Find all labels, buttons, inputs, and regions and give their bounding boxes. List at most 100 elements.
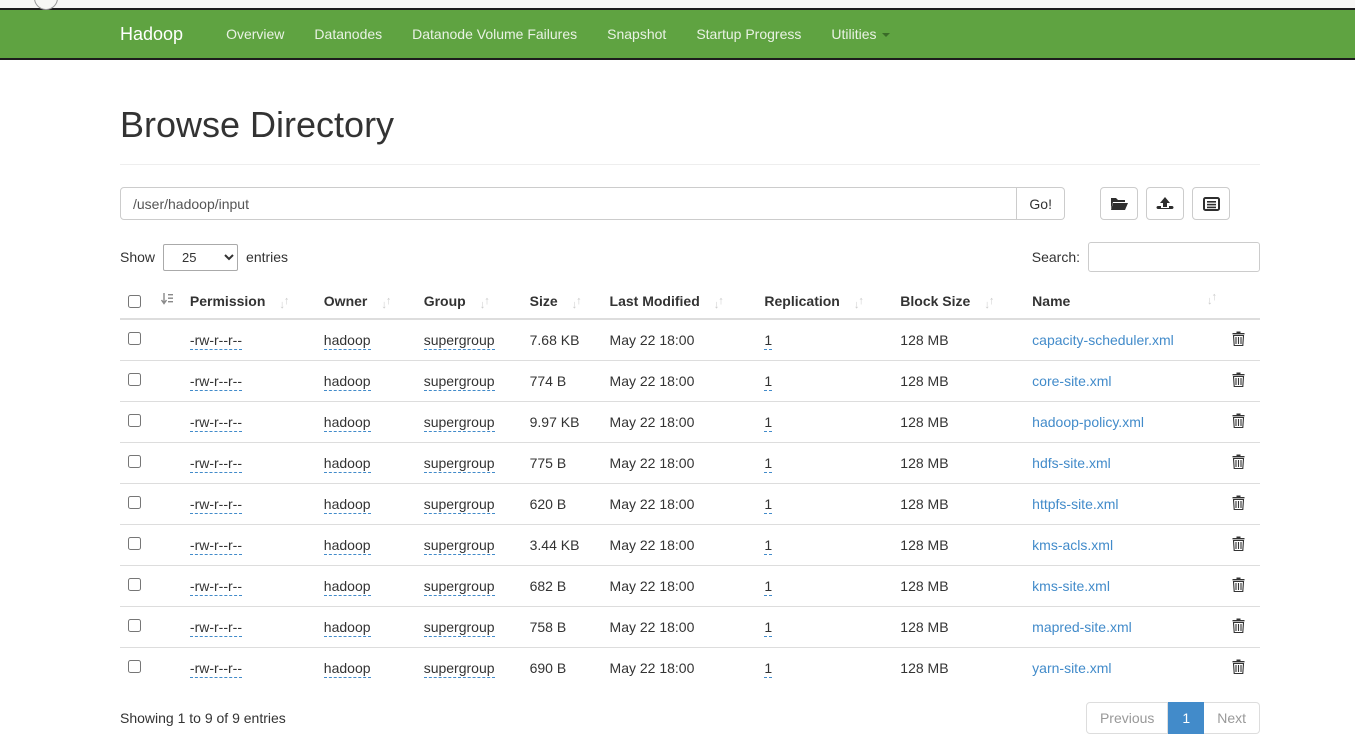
group-value[interactable]: supergroup	[423, 373, 495, 391]
row-checkbox[interactable]	[128, 537, 141, 550]
column-header-block-size[interactable]: Block Size ↓↑	[892, 284, 1025, 320]
page-size-select[interactable]: 25	[163, 243, 239, 271]
trash-icon[interactable]	[1232, 372, 1245, 390]
owner-value[interactable]: hadoop	[323, 332, 371, 350]
file-link[interactable]: mapred-site.xml	[1032, 619, 1132, 635]
replication-value[interactable]: 1	[764, 619, 773, 637]
replication-value[interactable]: 1	[764, 332, 773, 350]
create-directory-button[interactable]	[1100, 187, 1138, 220]
blocksize-cell: 128 MB	[892, 565, 1025, 607]
group-value[interactable]: supergroup	[423, 414, 495, 432]
permission-value[interactable]: -rw-r--r--	[189, 455, 242, 473]
column-header-size[interactable]: Size ↓↑	[521, 284, 602, 320]
group-value[interactable]: supergroup	[423, 660, 495, 678]
trash-icon[interactable]	[1232, 454, 1245, 472]
row-checkbox[interactable]	[128, 373, 141, 386]
last-modified-value: May 22 18:00	[609, 537, 695, 553]
pagination-previous-button[interactable]: Previous	[1085, 702, 1169, 734]
column-header-owner[interactable]: Owner ↓↑	[315, 284, 416, 320]
group-value[interactable]: supergroup	[423, 578, 495, 596]
permission-value[interactable]: -rw-r--r--	[189, 537, 242, 555]
group-value[interactable]: supergroup	[423, 496, 495, 514]
file-link[interactable]: core-site.xml	[1032, 373, 1112, 389]
select-all-header[interactable]	[120, 284, 182, 320]
search-input[interactable]	[1088, 242, 1260, 272]
replication-value[interactable]: 1	[764, 496, 773, 514]
permission-value[interactable]: -rw-r--r--	[189, 373, 242, 391]
trash-icon[interactable]	[1232, 413, 1245, 431]
permission-value[interactable]: -rw-r--r--	[189, 578, 242, 596]
column-header-permission[interactable]: Permission ↓↑	[181, 284, 316, 320]
navbar-brand[interactable]: Hadoop	[120, 23, 184, 44]
column-header-group[interactable]: Group ↓↑	[415, 284, 522, 320]
group-value[interactable]: supergroup	[423, 537, 495, 555]
replication-value[interactable]: 1	[764, 537, 773, 555]
permission-value[interactable]: -rw-r--r--	[189, 619, 242, 637]
file-link[interactable]: hdfs-site.xml	[1032, 455, 1111, 471]
group-value[interactable]: supergroup	[423, 455, 495, 473]
trash-icon[interactable]	[1232, 331, 1245, 349]
file-link[interactable]: kms-site.xml	[1032, 578, 1110, 594]
trash-icon[interactable]	[1232, 495, 1245, 513]
column-header-name[interactable]: Name ↓↑	[1024, 284, 1224, 320]
row-checkbox[interactable]	[128, 496, 141, 509]
nav-item-datanodes[interactable]: Datanodes	[314, 26, 383, 42]
replication-cell: 1	[756, 565, 893, 607]
owner-value[interactable]: hadoop	[323, 373, 371, 391]
replication-value[interactable]: 1	[764, 414, 773, 432]
column-header-replication[interactable]: Replication ↓↑	[756, 284, 893, 320]
replication-value[interactable]: 1	[764, 660, 773, 678]
nav-item-startup-progress[interactable]: Startup Progress	[696, 26, 802, 42]
file-link[interactable]: capacity-scheduler.xml	[1032, 332, 1174, 348]
owner-value[interactable]: hadoop	[323, 578, 371, 596]
actions-cell	[1223, 483, 1260, 525]
permission-value[interactable]: -rw-r--r--	[189, 414, 242, 432]
row-checkbox[interactable]	[128, 578, 141, 591]
trash-icon[interactable]	[1232, 536, 1245, 554]
file-link[interactable]: httpfs-site.xml	[1032, 496, 1119, 512]
group-value[interactable]: supergroup	[423, 332, 495, 350]
replication-cell: 1	[756, 524, 893, 566]
cut-paste-button[interactable]	[1192, 187, 1230, 220]
trash-icon[interactable]	[1232, 577, 1245, 595]
owner-value[interactable]: hadoop	[323, 660, 371, 678]
trash-icon[interactable]	[1232, 618, 1245, 636]
file-link[interactable]: hadoop-policy.xml	[1032, 414, 1144, 430]
nav-item-utilities[interactable]: Utilities	[831, 26, 890, 42]
replication-cell: 1	[756, 360, 893, 402]
owner-value[interactable]: hadoop	[323, 455, 371, 473]
upload-file-button[interactable]	[1146, 187, 1184, 220]
column-header-last-modified[interactable]: Last Modified ↓↑	[601, 284, 757, 320]
replication-value[interactable]: 1	[764, 578, 773, 596]
trash-icon[interactable]	[1232, 659, 1245, 677]
row-checkbox[interactable]	[128, 455, 141, 468]
permission-value[interactable]: -rw-r--r--	[189, 496, 242, 514]
group-value[interactable]: supergroup	[423, 619, 495, 637]
file-link[interactable]: kms-acls.xml	[1032, 537, 1114, 553]
row-checkbox[interactable]	[128, 619, 141, 632]
row-checkbox[interactable]	[128, 414, 141, 427]
owner-value[interactable]: hadoop	[323, 414, 371, 432]
nav-item-overview[interactable]: Overview	[226, 26, 285, 42]
owner-value[interactable]: hadoop	[323, 537, 371, 555]
replication-cell: 1	[756, 647, 893, 688]
nav-item-snapshot[interactable]: Snapshot	[607, 26, 667, 42]
nav-item-datanode-volume-failures[interactable]: Datanode Volume Failures	[412, 26, 578, 42]
blocksize-cell: 128 MB	[892, 647, 1025, 688]
row-checkbox[interactable]	[128, 332, 141, 345]
replication-cell: 1	[756, 483, 893, 525]
file-link[interactable]: yarn-site.xml	[1032, 660, 1112, 676]
select-all-checkbox[interactable]	[128, 294, 141, 308]
directory-path-input[interactable]	[120, 187, 1018, 220]
owner-value[interactable]: hadoop	[323, 496, 371, 514]
pagination-next-button[interactable]: Next	[1204, 702, 1260, 734]
row-checkbox[interactable]	[128, 660, 141, 673]
go-button[interactable]: Go!	[1017, 187, 1065, 220]
permission-value[interactable]: -rw-r--r--	[189, 332, 242, 350]
replication-value[interactable]: 1	[764, 373, 773, 391]
last-modified-value: May 22 18:00	[609, 619, 695, 635]
permission-value[interactable]: -rw-r--r--	[189, 660, 242, 678]
pagination-page-1-button[interactable]: 1	[1168, 702, 1205, 734]
owner-value[interactable]: hadoop	[323, 619, 371, 637]
replication-value[interactable]: 1	[764, 455, 773, 473]
